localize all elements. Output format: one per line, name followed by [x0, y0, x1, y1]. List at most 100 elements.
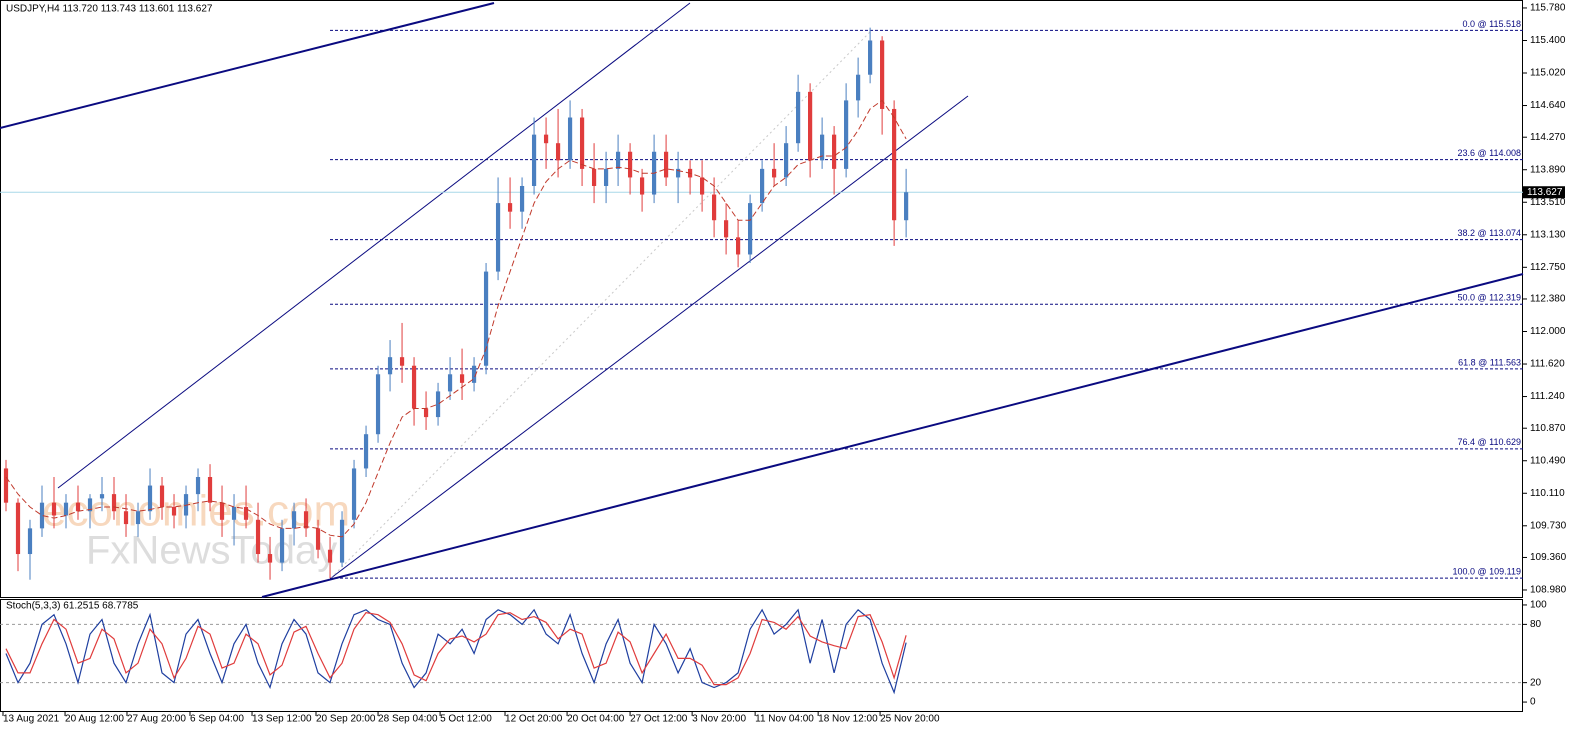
trend-line	[261, 273, 1524, 598]
candle-body	[39, 502, 45, 529]
moving-average	[5, 99, 907, 538]
y-tick-label: 112.000	[1530, 326, 1566, 337]
x-tick-label: 20 Aug 12:00	[65, 714, 124, 725]
y-tick-label: 109.730	[1530, 520, 1567, 531]
x-tick-label: 13 Sep 12:00	[252, 714, 312, 725]
trend-line	[0, 2, 495, 129]
y-tick-label: 110.870	[1530, 423, 1566, 434]
y-tick-label: 80	[1530, 619, 1542, 630]
fib-label: 50.0 @ 112.319	[1457, 293, 1521, 303]
candle-body	[615, 151, 621, 169]
main-panel	[0, 0, 1523, 598]
y-tick-label: 100	[1530, 600, 1547, 611]
candle-body	[880, 40, 885, 109]
candle-body	[27, 528, 33, 555]
candle-body	[892, 108, 897, 221]
stoch-line	[5, 608, 907, 695]
fib-label: 0.0 @ 115.518	[1462, 19, 1521, 29]
candle-body	[411, 365, 417, 409]
candle-body	[291, 511, 297, 529]
candle-body	[327, 549, 333, 563]
x-tick-label: 20 Oct 04:00	[567, 714, 625, 725]
candle-body	[567, 117, 573, 161]
candle-body	[315, 528, 321, 550]
candle-body	[459, 374, 465, 383]
current-price-label: 113.627	[1527, 187, 1563, 198]
candle-body	[447, 374, 453, 392]
candle-body	[868, 40, 873, 75]
y-tick-label: 112.380	[1530, 294, 1566, 305]
candle-body	[63, 502, 69, 516]
candle-body	[808, 91, 813, 161]
candle-body	[699, 177, 705, 195]
channel-line	[330, 95, 969, 579]
candle-body	[171, 506, 177, 516]
y-tick-label: 109.360	[1530, 552, 1567, 563]
y-tick-label: 115.780	[1530, 3, 1566, 14]
candle-body	[723, 220, 729, 238]
candle-body	[303, 511, 309, 529]
candle-body	[219, 502, 225, 520]
candle-body	[3, 468, 9, 503]
x-tick-label: 11 Nov 04:00	[755, 714, 814, 725]
candle-body	[339, 519, 345, 563]
fib-label: 100.0 @ 109.119	[1452, 566, 1521, 576]
y-tick-label: 114.640	[1530, 100, 1566, 111]
candle-body	[495, 203, 501, 272]
candle-body	[135, 511, 141, 525]
candle-body	[75, 502, 81, 512]
x-tick-label: 3 Nov 20:00	[692, 714, 746, 725]
y-tick-label: 113.890	[1530, 164, 1566, 175]
candle-body	[99, 494, 105, 499]
candle-body	[471, 365, 477, 383]
x-tick-label: 12 Oct 20:00	[505, 714, 563, 725]
candle-body	[207, 477, 213, 503]
x-tick-label: 28 Sep 04:00	[378, 714, 438, 725]
y-tick-label: 113.510	[1530, 197, 1566, 208]
candle-body	[844, 100, 849, 169]
candle-body	[147, 485, 153, 512]
candle-body	[772, 168, 777, 178]
fib-label: 76.4 @ 110.629	[1457, 437, 1521, 447]
candle-body	[555, 143, 561, 161]
plot-layer: 0.0 @ 115.518 23.6 @ 114.008 38.2 @ 113.07…	[0, 19, 1523, 695]
y-tick-label: 115.020	[1530, 68, 1566, 79]
candle-body	[111, 494, 117, 512]
candle-body	[51, 502, 57, 516]
x-tick-label: 25 Nov 20:00	[880, 714, 940, 725]
candle-body	[387, 357, 393, 375]
candle-body	[159, 485, 165, 507]
candle-body	[435, 391, 441, 418]
chart-title: USDJPY,H4 113.720 113.743 113.601 113.62…	[6, 4, 213, 15]
stoch-line	[5, 612, 907, 686]
candle-body	[423, 408, 429, 418]
indicator-title: Stoch(5,3,3) 61.2515 68.7785	[6, 601, 139, 612]
y-tick-label: 110.110	[1530, 488, 1565, 499]
candle-body	[735, 237, 741, 255]
candle-body	[784, 143, 789, 178]
candle-body	[543, 134, 549, 144]
candle-body	[255, 519, 261, 555]
candle-body	[123, 511, 129, 525]
candle-body	[832, 134, 837, 169]
candle-body	[820, 134, 825, 161]
watermark-text: FxNewsToday	[86, 529, 337, 573]
x-tick-label: 13 Aug 2021	[3, 714, 60, 725]
candle-body	[675, 168, 681, 178]
stoch-panel	[0, 599, 1523, 712]
y-tick-label: 0	[1530, 697, 1536, 708]
x-tick-label: 27 Aug 20:00	[127, 714, 186, 725]
candle-body	[507, 203, 513, 212]
x-tick-label: 20 Sep 20:00	[316, 714, 376, 725]
candle-body	[627, 151, 633, 178]
candle-body	[375, 374, 381, 435]
candle-body	[904, 192, 909, 221]
candle-body	[531, 134, 537, 186]
x-tick-label: 6 Sep 04:00	[190, 714, 244, 725]
candle-body	[483, 271, 489, 366]
candle-body	[195, 477, 201, 495]
y-tick-label: 112.750	[1530, 262, 1566, 273]
candle-body	[279, 528, 285, 563]
x-tick-label: 5 Oct 12:00	[440, 714, 492, 725]
candle-body	[603, 168, 609, 186]
